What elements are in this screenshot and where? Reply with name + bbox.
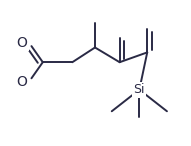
Text: O: O bbox=[17, 36, 28, 50]
Text: Si: Si bbox=[134, 83, 145, 96]
Text: O: O bbox=[17, 75, 28, 89]
